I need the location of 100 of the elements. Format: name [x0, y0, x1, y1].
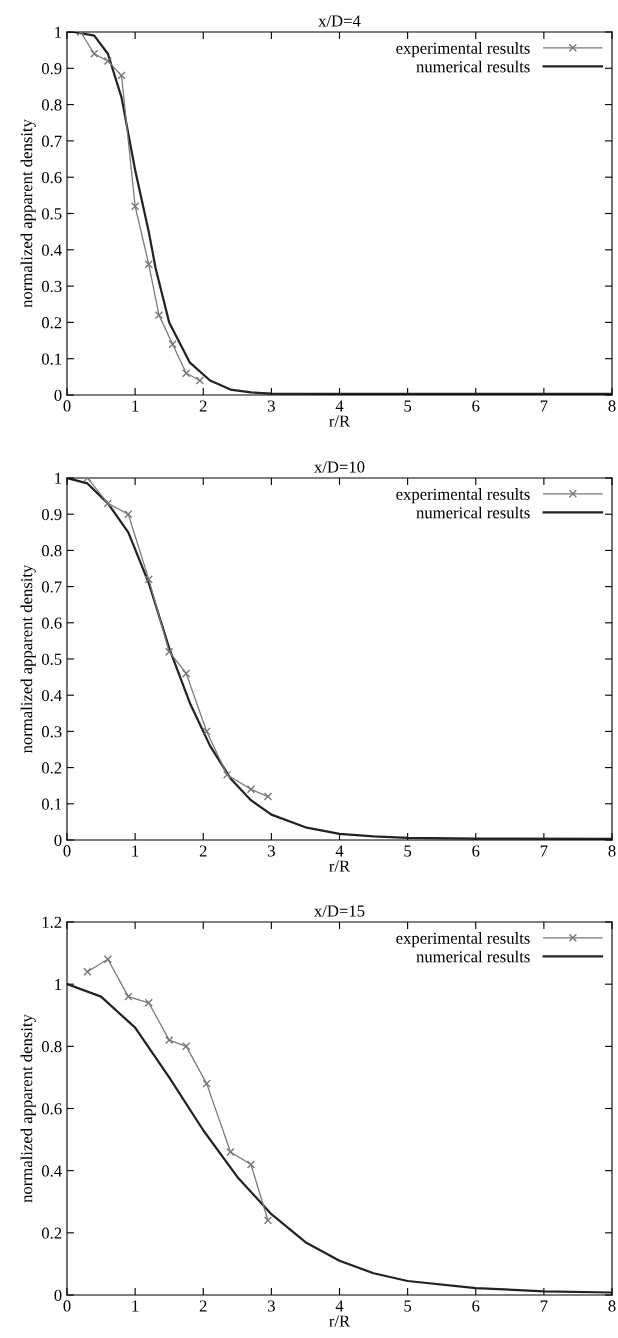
x-tick-label: 5: [404, 1300, 412, 1312]
line-series: [67, 478, 612, 840]
x-tick-label: 4: [335, 400, 344, 412]
point: [117, 71, 126, 80]
y-tick-label: 0.4: [41, 689, 62, 702]
point: [144, 575, 153, 584]
legend-label: experimental results: [396, 42, 530, 58]
x-tick-label: 8: [608, 845, 616, 857]
chart-title: x/D=15: [314, 905, 365, 917]
x-axis-title: r/R: [329, 860, 351, 872]
point: [103, 955, 113, 964]
y-tick-label: 0.5: [41, 208, 62, 220]
legend-label: numerical results: [416, 950, 530, 963]
y-tick-label: 0.5: [41, 653, 62, 666]
legend-label: experimental results: [396, 932, 530, 948]
x-axis-title: r/R: [329, 415, 351, 427]
point: [263, 1216, 273, 1225]
point: [124, 510, 133, 519]
x-tick-label: 1: [132, 1300, 139, 1312]
x-tick-label: 0: [63, 400, 71, 412]
point: [144, 998, 153, 1007]
y-tick-label: 0.1: [41, 353, 62, 365]
point: [90, 49, 99, 58]
y-tick-label: 0.2: [41, 1227, 62, 1239]
point: [165, 1035, 174, 1045]
legend-label: experimental results: [396, 488, 530, 504]
y-tick-label: 0.9: [41, 508, 62, 521]
point: [195, 376, 205, 385]
x-tick-label: 6: [472, 400, 480, 412]
y-tick-label: 0.3: [41, 280, 62, 293]
y-tick-label: 1: [55, 472, 62, 484]
x-tick-label: 3: [268, 845, 275, 857]
point: [246, 785, 256, 794]
legend-label: numerical results: [416, 60, 530, 73]
y-tick-label: 0.2: [41, 762, 62, 774]
x-tick-label: 7: [540, 845, 548, 857]
point: [168, 340, 177, 349]
y-tick-label: 0: [54, 1289, 62, 1301]
point: [182, 369, 191, 378]
x-tick-label: 1: [132, 400, 139, 412]
y-tick-label: 0.6: [41, 1103, 62, 1115]
x-tick-label: 4: [335, 845, 344, 857]
x-tick-label: 1: [132, 845, 139, 857]
x-tick-label: 7: [540, 1300, 548, 1312]
point: [226, 1147, 235, 1157]
y-tick-label: 1: [55, 26, 62, 38]
point: [83, 967, 92, 976]
point: [130, 202, 140, 211]
y-tick-label: 0.2: [41, 317, 62, 329]
y-tick-label: 0.9: [41, 63, 62, 75]
point: [103, 56, 113, 66]
chart-title: x/D=10: [314, 461, 365, 473]
point: [182, 669, 191, 678]
x-tick-label: 2: [199, 1300, 207, 1312]
x-axis-title: r/R: [329, 1315, 351, 1327]
point: [182, 1042, 191, 1051]
point: [154, 310, 164, 320]
y-axis-title: normalized apparent density: [20, 119, 36, 308]
point: [263, 792, 273, 801]
point: [165, 647, 174, 656]
y-tick-label: 0.7: [41, 135, 62, 147]
point: [202, 727, 211, 736]
point: [202, 1079, 211, 1088]
x-tick-label: 5: [404, 845, 412, 857]
x-tick-label: 3: [268, 1300, 275, 1312]
y-tick-label: 0.3: [41, 726, 62, 738]
x-tick-label: 0: [63, 845, 71, 857]
x-tick-label: 7: [540, 400, 548, 412]
x-tick-label: 6: [472, 845, 480, 857]
y-tick-label: 0.8: [41, 545, 62, 557]
x-tick-label: 6: [472, 1300, 480, 1312]
legend-label: numerical results: [416, 506, 530, 519]
point: [124, 992, 133, 1001]
y-tick-label: 0.1: [41, 798, 62, 810]
point: [144, 260, 153, 269]
y-axis-title: normalized apparent density: [20, 1014, 36, 1203]
y-tick-label: 0.8: [41, 99, 62, 111]
x-tick-label: 2: [199, 400, 207, 412]
y-tick-label: 0.4: [41, 1165, 62, 1177]
y-tick-label: 0: [54, 389, 62, 401]
x-tick-label: 8: [608, 400, 616, 412]
x-tick-label: 3: [268, 400, 275, 412]
y-tick-label: 0.7: [41, 581, 62, 593]
y-tick-label: 0: [54, 834, 62, 846]
y-tick-label: 0.6: [41, 617, 62, 629]
chart-title: x/D=4: [318, 15, 361, 27]
x-tick-label: 4: [335, 1300, 344, 1312]
y-tick-label: 0.4: [41, 244, 62, 256]
point: [222, 770, 232, 780]
y-tick-label: 0.8: [41, 1041, 62, 1053]
y-axis-title: normalized apparent density: [20, 564, 36, 754]
x-tick-label: 2: [199, 845, 207, 857]
y-tick-label: 0.6: [41, 171, 62, 184]
point: [103, 499, 113, 508]
x-tick-label: 0: [63, 1300, 71, 1312]
point: [246, 1160, 256, 1169]
x-tick-label: 5: [404, 400, 412, 412]
y-tick-label: 1.2: [42, 916, 62, 929]
y-tick-label: 1: [55, 978, 62, 990]
x-tick-label: 8: [608, 1300, 616, 1312]
